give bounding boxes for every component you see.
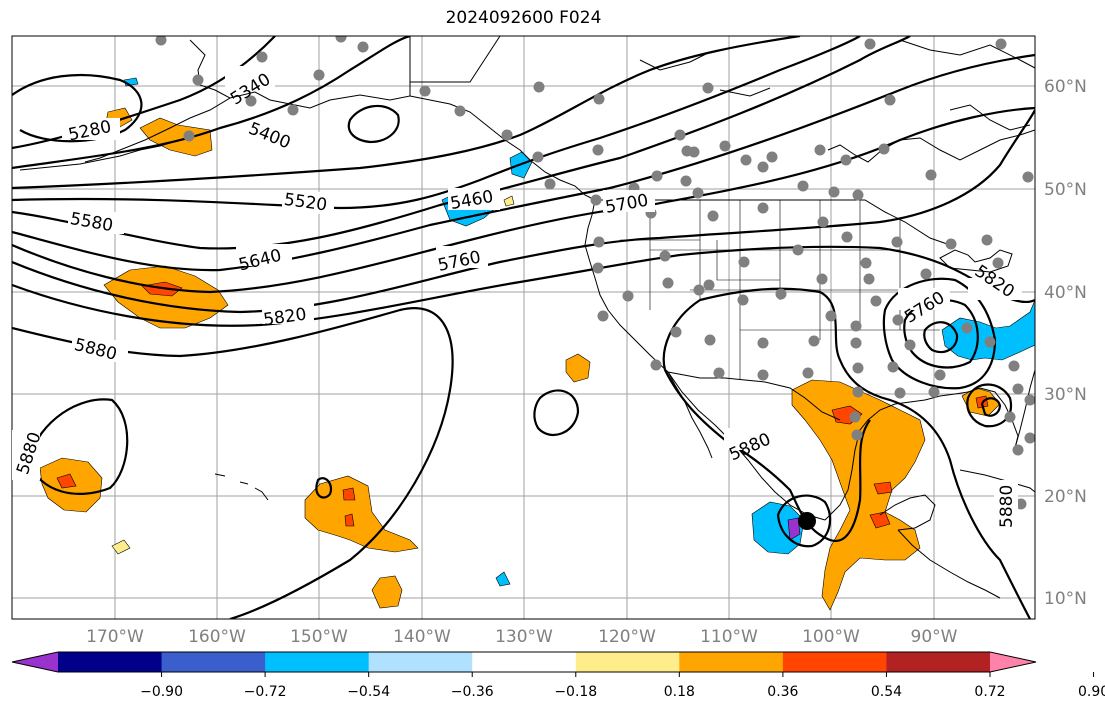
lat-label: 40°N — [1044, 283, 1087, 303]
colorbar-segment — [265, 652, 370, 672]
colorbar-extension-high — [990, 652, 1036, 672]
contour-5340 — [12, 36, 276, 150]
lon-label: 160°W — [188, 627, 246, 647]
lat-label: 60°N — [1044, 77, 1087, 97]
contour-5880-east — [662, 287, 1031, 619]
yucatan — [879, 494, 936, 531]
shade-gulf-core2 — [869, 511, 891, 529]
lat-label: 50°N — [1044, 180, 1087, 200]
colorbar-segment — [679, 652, 784, 672]
contour-5700 — [12, 106, 1035, 294]
map-title: 2024092600 F024 — [445, 8, 602, 28]
shade-small-1 — [371, 575, 403, 609]
lon-label: 120°W — [598, 627, 656, 647]
colorbar-tick-label: 0.36 — [767, 684, 798, 700]
baja — [667, 371, 713, 459]
map-frame — [11, 35, 1036, 620]
colorbar-segment — [161, 652, 266, 672]
contour-5580 — [12, 36, 911, 250]
contour-5400 — [12, 36, 411, 170]
contour-5520 — [12, 36, 861, 210]
colorbar-segment — [58, 652, 163, 672]
mexico-gulf-coast — [824, 391, 969, 521]
great-lakes — [939, 249, 1013, 273]
storm-center-marker — [798, 512, 816, 530]
shade-hawaii-south-core2 — [344, 513, 355, 527]
contour-5760 — [12, 109, 1035, 314]
contour-5880-center — [533, 389, 580, 437]
state-lines — [620, 200, 940, 380]
shade-small-2 — [565, 353, 591, 383]
shade-aleutian — [139, 117, 213, 157]
colorbar-segment — [575, 652, 680, 672]
contour-low-east-inner — [923, 321, 959, 354]
anomaly-shading — [39, 77, 1035, 611]
shade-mexico-purple — [787, 517, 801, 541]
contour-mexico-low — [776, 494, 832, 548]
colorbar-tick-label: −0.90 — [140, 684, 183, 700]
contour-5640 — [12, 53, 1035, 272]
contour-5820 — [12, 245, 1035, 327]
shade-small-3 — [111, 539, 131, 555]
contour-low-east-outer — [882, 277, 997, 390]
longitude-labels: 170°W 160°W 150°W 140°W 130°W 120°W 110°… — [86, 627, 958, 647]
contour-5880-west — [12, 307, 454, 619]
colorbar-segment — [886, 652, 991, 672]
shade-hawaii-south — [304, 475, 419, 553]
colorbar-extension-low — [12, 652, 58, 672]
shade-alaska-yellow — [503, 195, 515, 207]
colorbar-tick-label: 0.18 — [664, 684, 695, 700]
colorbar-tick-label: 0.72 — [974, 684, 1005, 700]
contour-5460 — [12, 36, 801, 190]
lon-label: 110°W — [700, 627, 758, 647]
colorbar-tick-label: −0.72 — [244, 684, 287, 700]
contour-alaska-oval — [347, 104, 400, 144]
colorbar-segment — [368, 652, 473, 672]
shade-hawaii-south-core — [342, 487, 356, 501]
contour-low-fl-2 — [980, 397, 1002, 417]
colorbar-tick-label: −0.36 — [451, 684, 494, 700]
contour-5280 — [12, 73, 143, 143]
shade-east-blue — [941, 299, 1035, 361]
alaska-panhandle — [409, 95, 596, 201]
lat-label: 30°N — [1044, 385, 1087, 405]
colorbar-tick-label: −0.54 — [347, 684, 390, 700]
colorbar-tick-label: −0.18 — [554, 684, 597, 700]
contour-5880-low — [315, 477, 333, 499]
lat-label: 20°N — [1044, 487, 1087, 507]
shade-gulf-core3 — [873, 481, 893, 495]
lon-label: 170°W — [86, 627, 144, 647]
lon-label: 90°W — [911, 627, 958, 647]
colorbar-tick-label: 0.54 — [871, 684, 902, 700]
latitude-labels: 60°N 50°N 40°N 30°N 20°N 10°N — [1044, 77, 1087, 609]
alaska-coast — [84, 36, 411, 163]
aleutians — [19, 139, 181, 171]
lon-label: 100°W — [802, 627, 860, 647]
lon-label: 140°W — [393, 627, 451, 647]
lon-label: 130°W — [495, 627, 553, 647]
central-america — [897, 529, 1001, 599]
contour-5880-ring — [26, 398, 129, 495]
contour-label: 5880 — [997, 485, 1017, 528]
us-canada-border — [595, 199, 951, 246]
colorbar-segment — [782, 652, 887, 672]
lon-label: 150°W — [290, 627, 348, 647]
canada-west — [409, 36, 501, 83]
shade-central-pacific-core — [56, 473, 77, 489]
colorbar-segment — [472, 652, 577, 672]
colorbar-tick-label: 0.90 — [1078, 684, 1105, 700]
east-coast — [1014, 369, 1035, 449]
shade-pacific-blue — [495, 571, 511, 587]
station-dots — [155, 36, 1035, 510]
colorbar: −0.90 −0.72 −0.54 −0.36 −0.18 0.18 0.36 0.54 0.7… — [11, 651, 1105, 700]
hawaii — [214, 473, 269, 501]
shade-gulf-mexico — [791, 379, 926, 611]
height-contours — [12, 36, 1035, 619]
us-mexico-border — [667, 371, 841, 421]
canada-north — [639, 39, 1035, 131]
hudson — [827, 129, 1035, 163]
land-outlines — [19, 36, 1035, 599]
lat-label: 10°N — [1044, 589, 1087, 609]
